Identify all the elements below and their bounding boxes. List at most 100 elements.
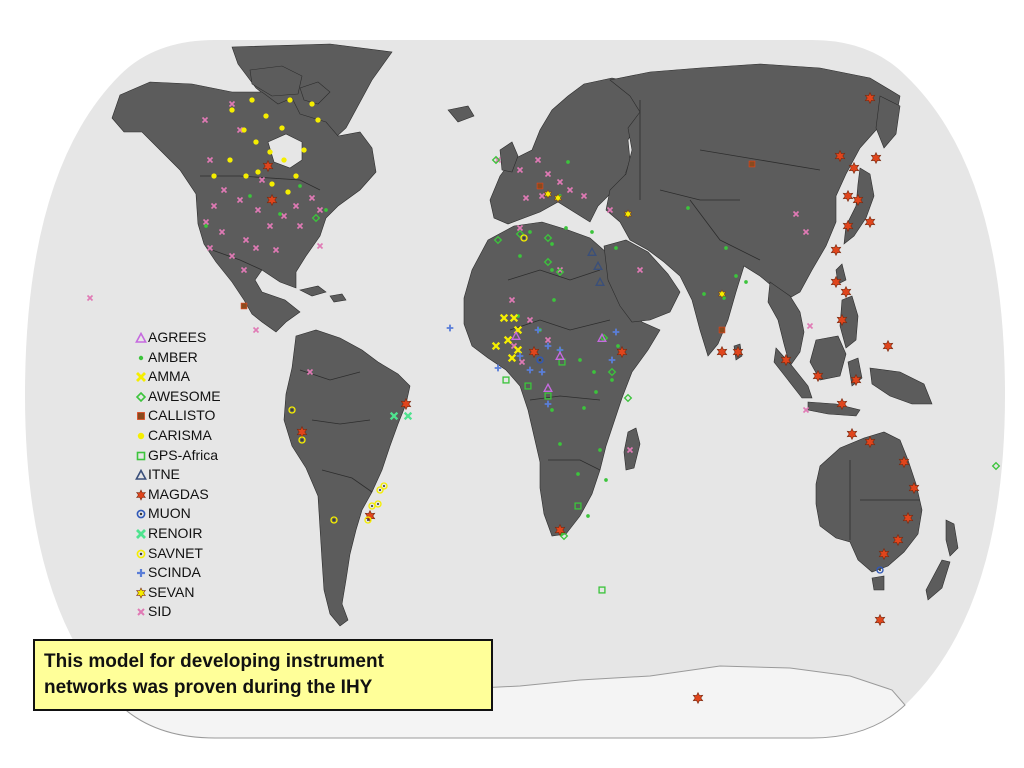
station-magdas [400,397,412,411]
station-amber [564,226,568,230]
station-sid [296,222,304,230]
se-asia [767,281,805,367]
station-magdas [262,159,274,173]
station-awesome [311,213,321,223]
station-amber [550,268,554,272]
station-savnet [376,486,384,494]
station-carisma [229,107,235,113]
legend-label: MUON [148,505,191,522]
station-amber [558,442,562,446]
station-sid [556,266,564,274]
star-6-icon [136,587,146,599]
station-magdas [846,427,858,441]
station-agrees [543,383,553,392]
station-amber [324,208,328,212]
station-agrees [511,331,521,340]
station-amber [566,160,570,164]
station-magdas [616,345,628,359]
station-awesome [991,461,1001,471]
legend-item-amber: AMBER [135,348,275,368]
station-renoir [389,411,399,421]
station-magdas [852,193,864,207]
legend-label: SEVAN [148,583,195,600]
station-awesome [555,267,565,277]
x-thick-icon [136,372,146,383]
station-sid [518,358,526,366]
station-awesome [493,235,503,245]
station-sid [218,228,226,236]
legend-item-savnet: SAVNET [135,544,275,564]
station-amma [509,313,519,323]
legend-label: ITNE [148,466,180,483]
station-sid [202,218,210,226]
station-savnet [520,234,528,242]
station-sid [254,206,262,214]
legend-label: CALLISTO [148,407,216,424]
station-sevan [717,289,727,299]
station-magdas [870,151,882,165]
station-magdas [902,511,914,525]
station-amber [734,274,738,278]
dot-large-icon [137,432,145,440]
station-carisma [241,127,247,133]
station-scinda [544,342,552,350]
station-carisma [253,139,259,145]
station-sid [522,194,530,202]
antarctica [118,665,906,739]
station-sid [802,228,810,236]
station-amber [578,358,582,362]
station-magdas [864,91,876,105]
station-sid [792,210,800,218]
station-amber [552,298,556,302]
station-awesome [491,155,501,165]
station-scinda [534,326,542,334]
legend-label: AWESOME [148,387,221,404]
new-zealand [945,519,959,557]
station-sid [280,212,288,220]
station-gps-africa [574,502,582,510]
station-magdas [554,523,566,537]
station-magdas [732,345,744,359]
hudson-bay [267,133,303,169]
station-carisma [281,157,287,163]
legend-label: SCINDA [148,564,201,581]
south-america [283,329,411,627]
station-sid [636,266,644,274]
station-awesome [543,233,553,243]
legend-item-awesome: AWESOME [135,387,275,407]
station-magdas [836,313,848,327]
station-sid [228,100,236,108]
station-scinda [612,328,620,336]
station-carisma [279,125,285,131]
legend: AGREES AMBER AMMA AWESOME CALLISTO CARISMA GPS… [135,328,275,622]
station-sid [86,294,94,302]
circle-dot-icon [136,549,146,558]
station-sid [606,206,614,214]
station-sid [316,242,324,250]
station-sid [258,176,266,184]
station-sid [806,322,814,330]
station-carisma [315,117,321,123]
station-sid [516,224,524,232]
station-amber [576,472,580,476]
station-amber [204,224,208,228]
station-sid [508,296,516,304]
station-amber [590,230,594,234]
legend-item-scinda: SCINDA [135,563,275,583]
station-gps-africa [544,392,552,400]
station-savnet [330,516,338,524]
station-callisto [536,182,544,190]
station-carisma [211,173,217,179]
station-magdas [692,691,704,705]
station-magdas [874,613,886,627]
land-masses [111,43,959,627]
station-sid [240,266,248,274]
station-sid [220,186,228,194]
station-carisma [309,101,315,107]
australia [815,431,923,573]
station-magdas [266,193,278,207]
station-amma [513,345,523,355]
square-filled-icon [137,412,145,421]
station-magdas [528,345,540,359]
station-magdas [830,275,842,289]
